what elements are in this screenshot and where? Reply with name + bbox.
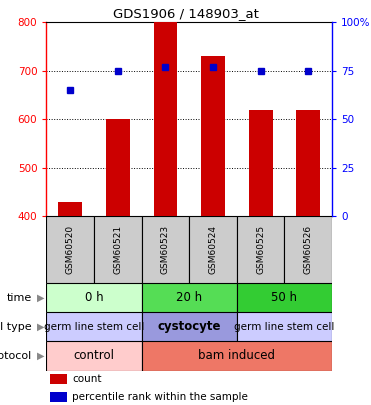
Text: GSM60521: GSM60521 <box>113 225 122 274</box>
Text: time: time <box>6 293 32 303</box>
Bar <box>237 312 332 341</box>
Text: GSM60526: GSM60526 <box>304 225 313 274</box>
Text: GSM60523: GSM60523 <box>161 225 170 274</box>
Bar <box>50 374 67 384</box>
Text: ▶: ▶ <box>37 293 45 303</box>
Bar <box>50 392 67 402</box>
Bar <box>46 341 142 371</box>
Text: bam induced: bam induced <box>198 350 275 362</box>
Text: 20 h: 20 h <box>176 291 202 304</box>
Bar <box>142 283 237 312</box>
Bar <box>237 216 285 283</box>
Text: count: count <box>72 374 102 384</box>
Text: GSM60525: GSM60525 <box>256 225 265 274</box>
Text: cystocyte: cystocyte <box>157 320 221 333</box>
Text: GDS1906 / 148903_at: GDS1906 / 148903_at <box>112 7 259 20</box>
Bar <box>46 283 142 312</box>
Text: control: control <box>73 350 115 362</box>
Bar <box>142 216 189 283</box>
Text: 50 h: 50 h <box>272 291 298 304</box>
Text: GSM60520: GSM60520 <box>66 225 75 274</box>
Text: protocol: protocol <box>0 351 32 361</box>
Bar <box>46 312 142 341</box>
Bar <box>142 312 237 341</box>
Bar <box>285 216 332 283</box>
Text: germ line stem cell: germ line stem cell <box>44 322 144 332</box>
Text: germ line stem cell: germ line stem cell <box>234 322 335 332</box>
Text: 0 h: 0 h <box>85 291 103 304</box>
Bar <box>249 110 273 216</box>
Bar <box>154 22 177 216</box>
Text: percentile rank within the sample: percentile rank within the sample <box>72 392 248 402</box>
Bar <box>201 56 225 216</box>
Bar <box>237 283 332 312</box>
Bar <box>58 202 82 216</box>
Bar <box>106 119 130 216</box>
Text: GSM60524: GSM60524 <box>209 225 217 274</box>
Text: ▶: ▶ <box>37 351 45 361</box>
Bar <box>296 110 320 216</box>
Bar <box>142 341 332 371</box>
Bar <box>94 216 142 283</box>
Text: ▶: ▶ <box>37 322 45 332</box>
Text: cell type: cell type <box>0 322 32 332</box>
Bar <box>189 216 237 283</box>
Bar <box>46 216 94 283</box>
